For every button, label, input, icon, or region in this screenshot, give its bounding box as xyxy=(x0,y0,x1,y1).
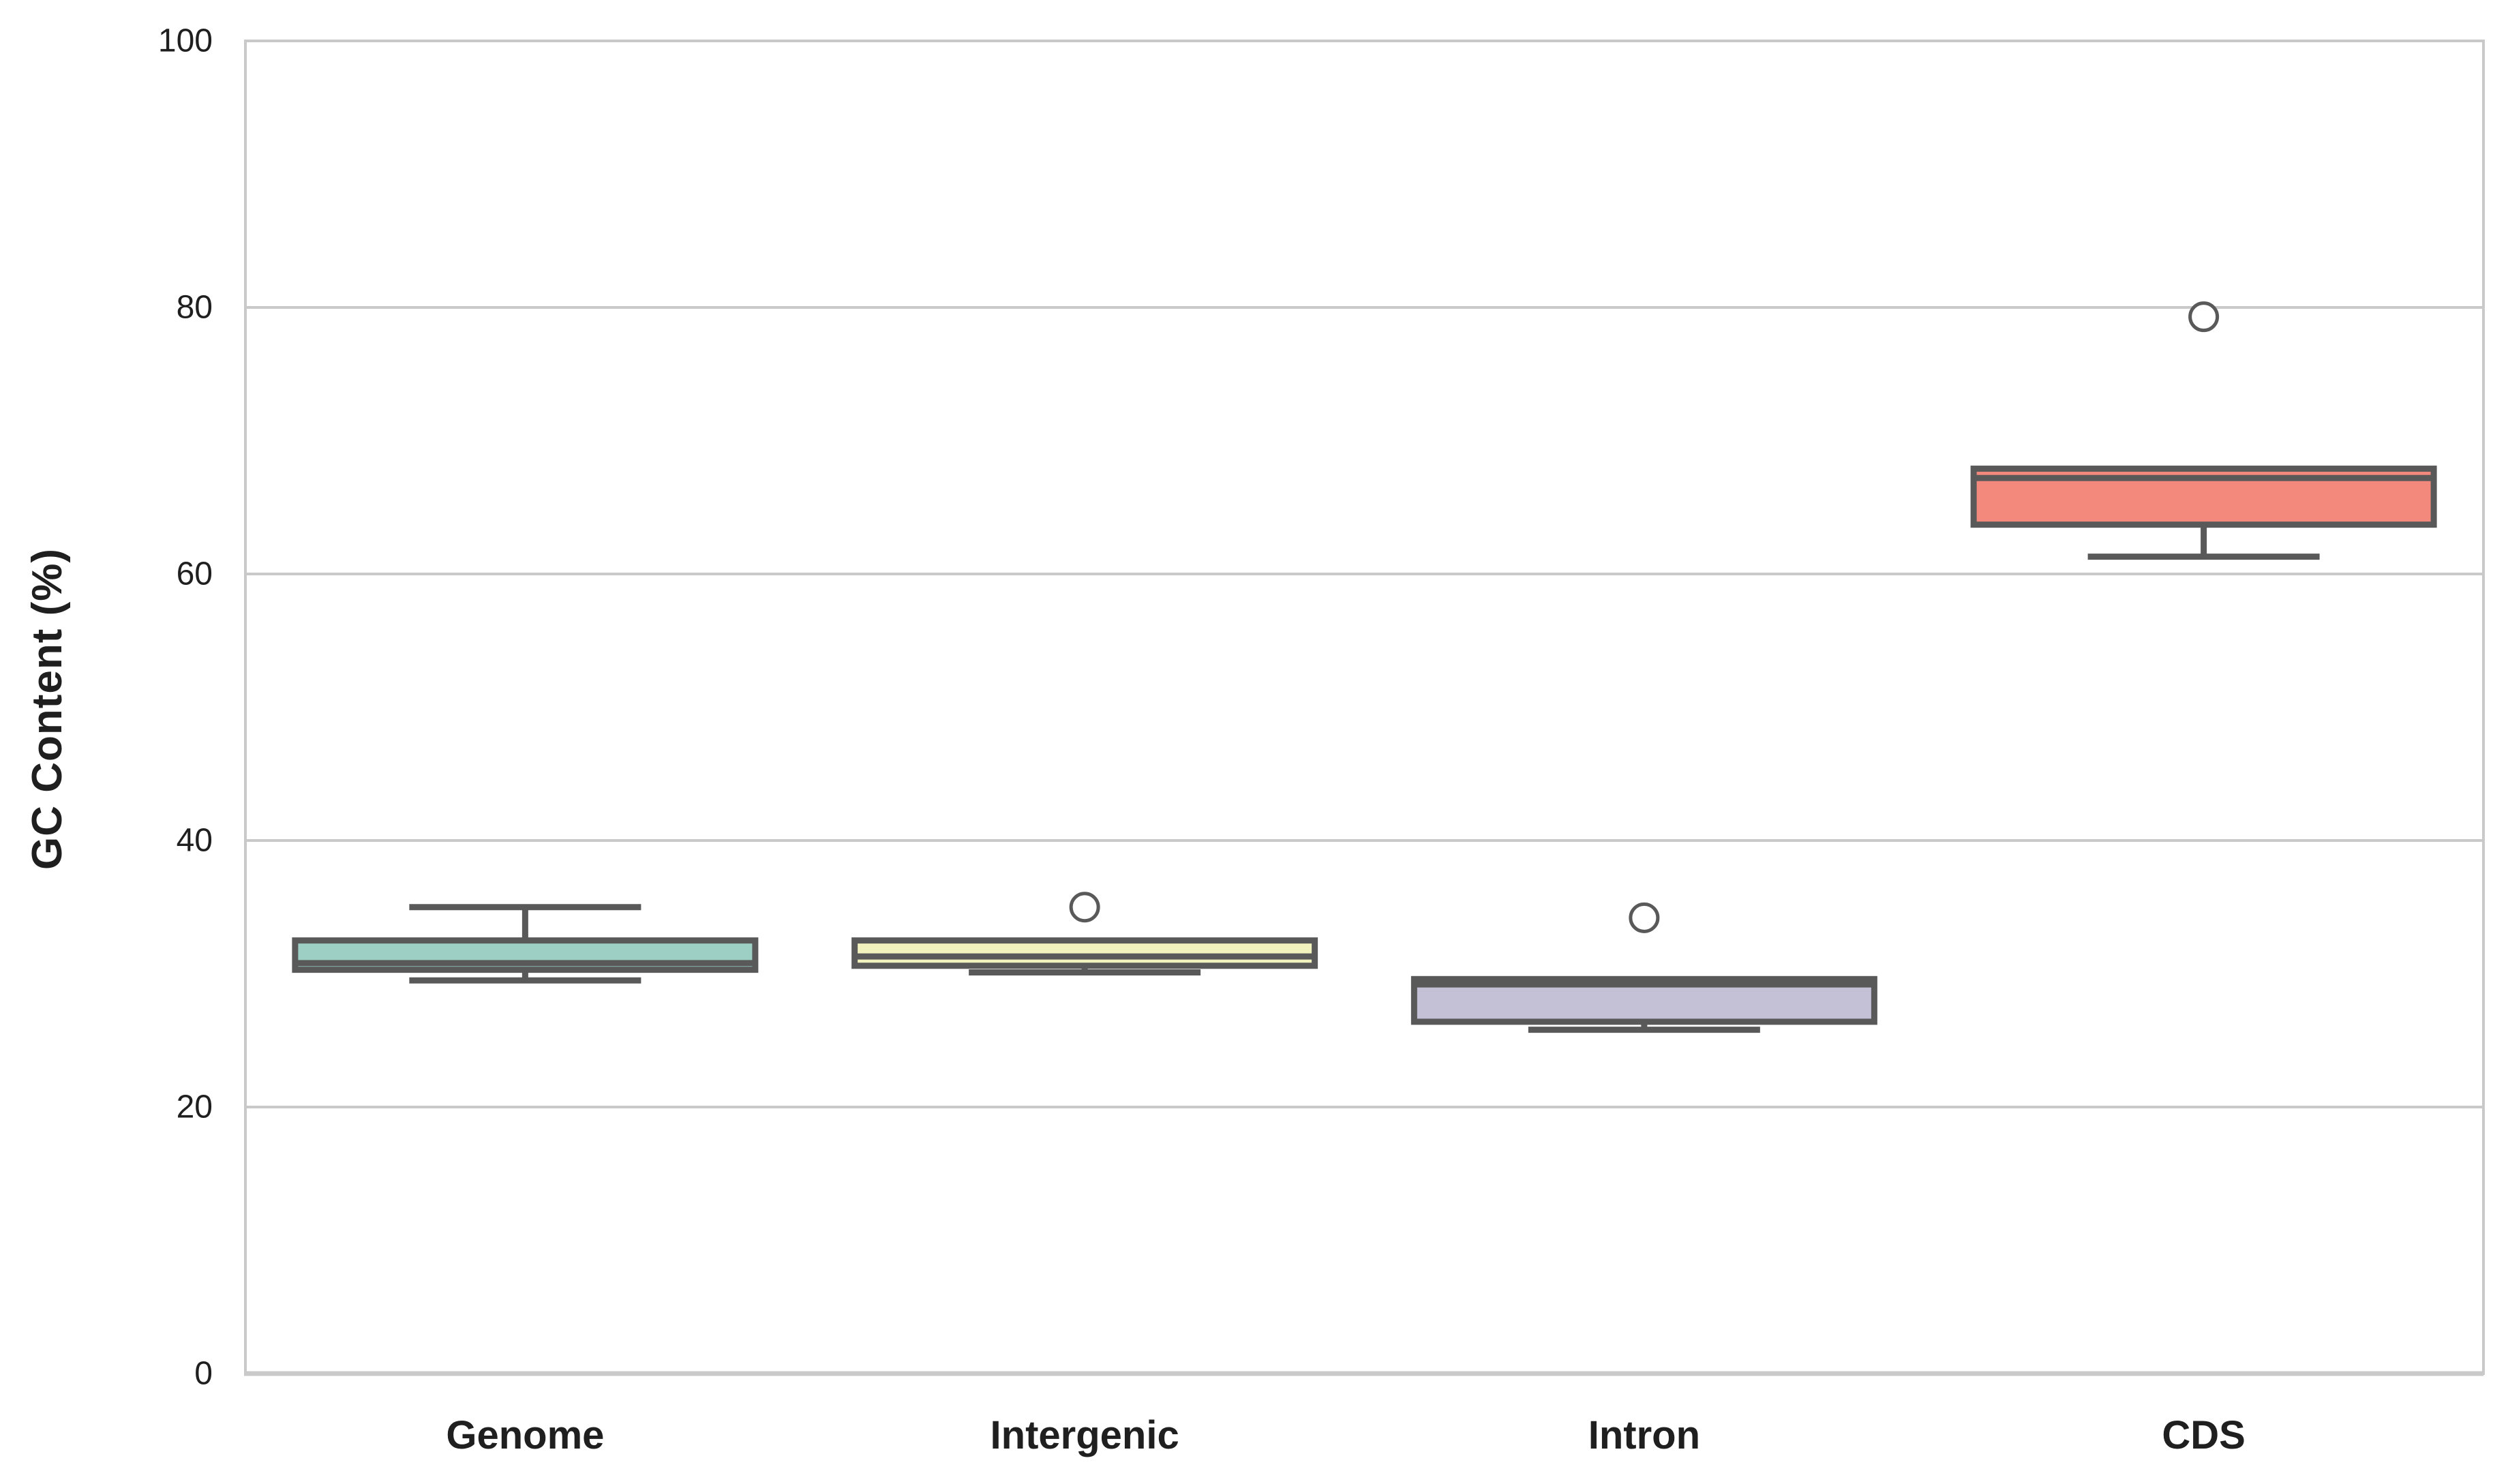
plot-border xyxy=(244,40,2485,1375)
x-category-label-cds: CDS xyxy=(2162,1413,2245,1457)
y-tick-label: 20 xyxy=(177,1089,213,1125)
box-intergenic xyxy=(851,937,1318,969)
y-tick-label: 40 xyxy=(177,823,213,859)
x-category-label-genome: Genome xyxy=(446,1413,604,1457)
outlier-point xyxy=(1069,892,1100,923)
x-category-label-intron: Intron xyxy=(1588,1413,1700,1457)
y-tick-label: 0 xyxy=(194,1356,213,1392)
outlier-point xyxy=(2188,301,2220,333)
outlier-point xyxy=(1629,902,1660,933)
y-tick-label: 80 xyxy=(177,290,213,326)
y-tick-label: 60 xyxy=(177,556,213,592)
y-tick-label: 100 xyxy=(158,23,213,59)
x-category-label-intergenic: Intergenic xyxy=(991,1413,1179,1457)
